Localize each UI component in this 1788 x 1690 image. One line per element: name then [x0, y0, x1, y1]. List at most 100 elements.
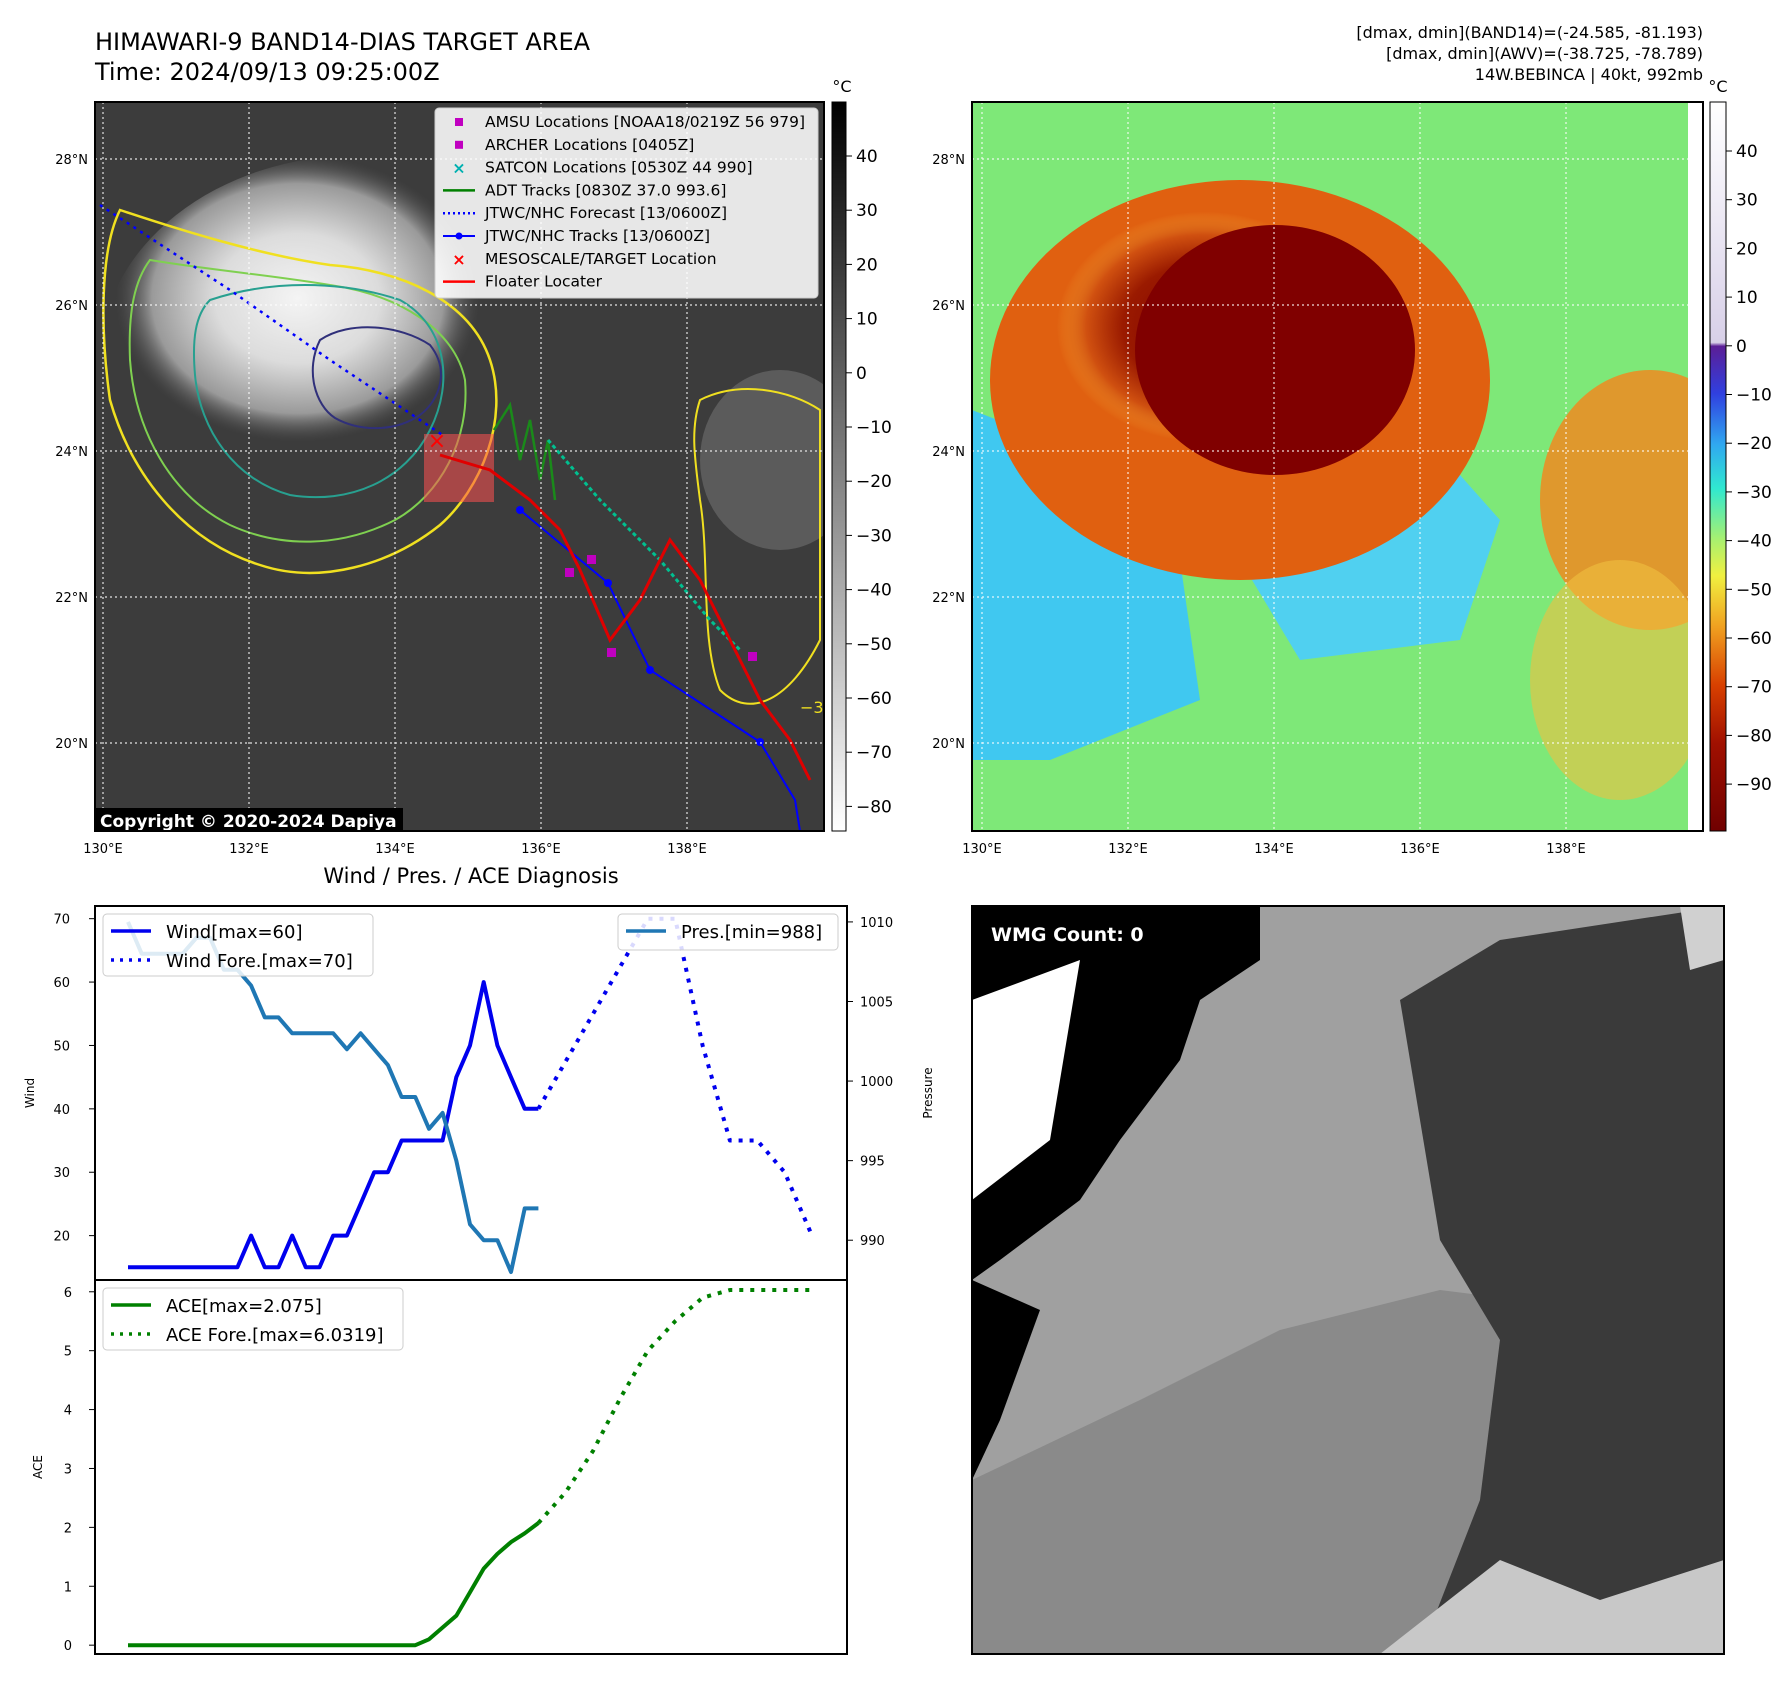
color-map-frame: [971, 101, 1704, 832]
legend-item: × MESOSCALE/TARGET Location: [452, 250, 716, 269]
ir-lat-tick: 22°N: [55, 591, 88, 606]
color-cbar-tick: −70: [1736, 678, 1772, 698]
legend-label: JTWC/NHC Forecast [13/0600Z]: [484, 204, 727, 222]
legend-marker-dot: [455, 232, 463, 240]
ir-map-frame: [94, 101, 825, 832]
ace-tick: 2: [64, 1521, 72, 1536]
legend-item: JTWC/NHC Forecast [13/0600Z]: [443, 204, 727, 222]
pres-tick: 990: [860, 1234, 885, 1249]
ace-legend: ACE[max=2.075] ACE Fore.[max=6.0319]: [102, 1287, 404, 1351]
series-wind-max: [128, 980, 539, 1270]
contour-inner: [192, 284, 445, 499]
color-cbar-tick: 40: [1736, 142, 1758, 162]
wind-tick: 70: [53, 913, 70, 928]
color-cbar-tick: −20: [1736, 434, 1772, 454]
legend-item: AMSU Locations [NOAA18/0219Z 56 979]: [455, 113, 805, 131]
amsu-archer-markers: [565, 555, 757, 661]
ir-lon-tick: 138°E: [667, 842, 707, 857]
copyright-text: Copyright © 2020-2024 Dapiya: [100, 812, 397, 832]
ir-colorbar-unit: °C: [832, 77, 851, 96]
copyright-bg: [95, 808, 403, 831]
ir-cbar-tick: −20: [856, 472, 892, 492]
wind-legend: Wind[max=60] Wind Fore.[max=70]: [102, 913, 374, 977]
color-lat-tick: 20°N: [932, 737, 965, 752]
east-cloud-color: [1540, 370, 1703, 630]
color-colorbar: [1709, 101, 1727, 832]
color-cbar-tick: −40: [1736, 532, 1772, 552]
color-cbar-tick: 10: [1736, 288, 1758, 308]
ir-cbar-tick: −50: [856, 635, 892, 655]
wmg-region-white: [972, 960, 1080, 1200]
color-cbar-tick: 20: [1736, 239, 1758, 259]
wind-pressure-panel: Wind / Pres. / ACE Diagnosis Wind Pressu…: [23, 864, 935, 1281]
ir-lat-tick: 24°N: [55, 445, 88, 460]
floater-track: [439, 453, 812, 781]
contour-outer: [102, 208, 498, 575]
wind-tick: 50: [53, 1039, 70, 1054]
color-cbar-tick: −30: [1736, 483, 1772, 503]
wind-tick: 20: [53, 1230, 70, 1245]
legend-marker: [455, 118, 463, 126]
legend-wind-label: Wind[max=60]: [166, 922, 303, 943]
color-cbar-tick: 0: [1736, 337, 1747, 357]
wmg-count-bg: [982, 918, 1164, 950]
color-lon-tick: 132°E: [1108, 842, 1148, 857]
target-marker: ×: [428, 429, 446, 454]
pres-tick: 1005: [860, 995, 893, 1010]
ace-panel: ACE 6 5 4 3 2 1 0 ACE[max=2.075] ACE Fore.[max…: [31, 1279, 848, 1655]
wind-axis-label: Wind: [23, 1078, 37, 1108]
legend-marker: ×: [452, 250, 465, 269]
map-edge-blank: [1688, 102, 1703, 831]
ace-tick: 1: [64, 1580, 72, 1595]
wmg-region-midgray: [972, 1290, 1520, 1654]
ir-lon-tick: 136°E: [521, 842, 561, 857]
ir-cbar-tick: −70: [856, 743, 892, 763]
ir-cbar-tick: 20: [856, 255, 878, 275]
wind-tick: 30: [53, 1166, 70, 1181]
storm-coldest-core: [1135, 225, 1415, 475]
observation-time: Time: 2024/09/13 09:25:00Z: [94, 58, 440, 86]
jtwc-track-points: [516, 506, 764, 746]
color-lat-tick: 26°N: [932, 299, 965, 314]
legend-label: ADT Tracks [0830Z 37.0 993.6]: [485, 181, 726, 199]
series-wind-fore-max: [536, 916, 814, 1237]
track-legend: AMSU Locations [NOAA18/0219Z 56 979] ARCH…: [434, 107, 819, 299]
contour-core: [311, 326, 442, 430]
pres-tick: 1000: [860, 1075, 893, 1090]
legend-item: Floater Locater: [443, 273, 603, 291]
color-cbar-tick: −90: [1736, 775, 1772, 795]
ir-lon-tick: 130°E: [83, 842, 123, 857]
ir-cbar-tick: −10: [856, 418, 892, 438]
legend-label: ARCHER Locations [0405Z]: [485, 136, 694, 154]
ir-map-panel: −31 × Copyright © 2020-2024 Dapiy: [55, 77, 892, 857]
color-lon-tick: 130°E: [962, 842, 1002, 857]
legend-label: AMSU Locations [NOAA18/0219Z 56 979]: [485, 113, 805, 131]
color-lat-tick: 22°N: [932, 591, 965, 606]
ir-cbar-tick: −80: [856, 797, 892, 817]
legend-label: JTWC/NHC Tracks [13/0600Z]: [484, 227, 710, 245]
storm-info: 14W.BEBINCA | 40kt, 992mb: [1475, 65, 1703, 84]
legend-label: Floater Locater: [485, 273, 603, 291]
legend-label: SATCON Locations [0530Z 44 990]: [485, 159, 753, 177]
color-cbar-tick: −10: [1736, 386, 1772, 406]
wmg-region-light-s: [1380, 1560, 1724, 1654]
diagnosis-title: Wind / Pres. / ACE Diagnosis: [323, 864, 618, 888]
color-lon-tick: 134°E: [1254, 842, 1294, 857]
wmg-region-light-ne: [1680, 906, 1724, 970]
legend-ace-label: ACE[max=2.075]: [166, 1296, 322, 1317]
page-title: HIMAWARI-9 BAND14-DIAS TARGET AREA: [95, 28, 591, 56]
color-cbar-tick: 30: [1736, 191, 1758, 211]
ace-axis-label: ACE: [31, 1455, 45, 1479]
ir-cbar-tick: 0: [856, 364, 867, 384]
pres-tick: 995: [860, 1155, 885, 1170]
color-lon-tick: 136°E: [1400, 842, 1440, 857]
legend-marker: ×: [452, 159, 465, 178]
legend-item: ARCHER Locations [0405Z]: [455, 136, 694, 154]
jtwc-best-track: [519, 509, 801, 831]
legend-item: JTWC/NHC Tracks [13/0600Z]: [443, 227, 710, 245]
ir-lat-tick: 28°N: [55, 153, 88, 168]
legend-item: ADT Tracks [0830Z 37.0 993.6]: [443, 181, 726, 199]
wind-tick: 40: [53, 1103, 70, 1118]
cold-region-sw: [972, 410, 1200, 760]
